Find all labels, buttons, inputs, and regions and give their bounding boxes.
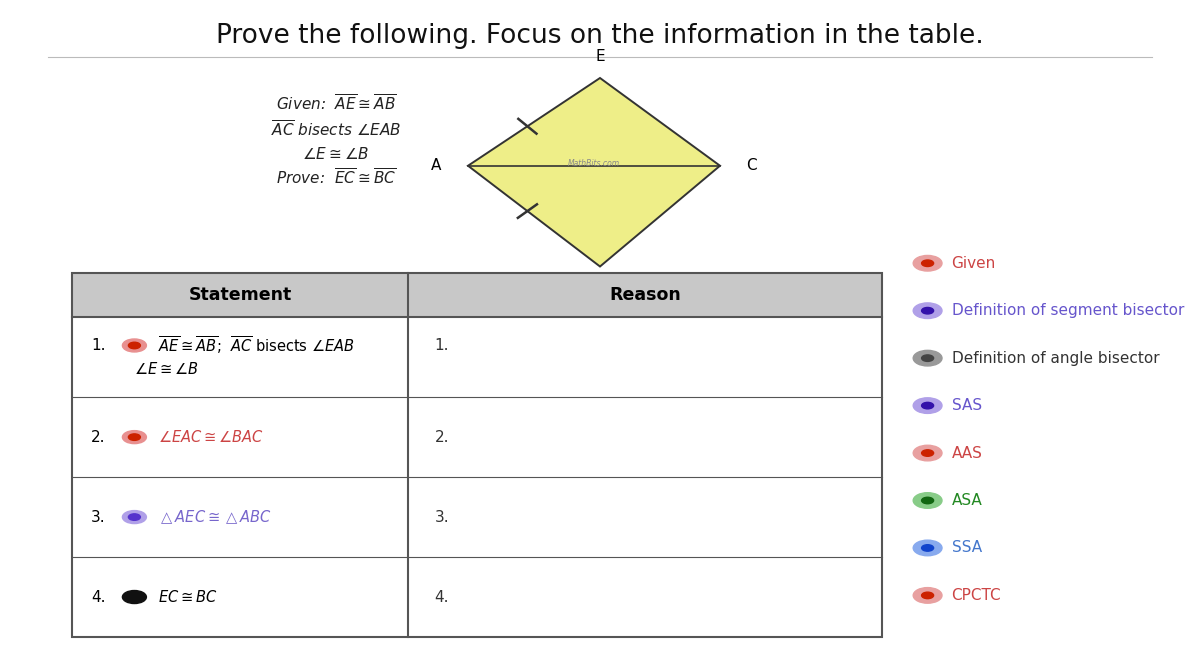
Text: Statement: Statement [188,286,292,304]
Text: Definition of angle bisector: Definition of angle bisector [952,350,1159,366]
Circle shape [922,450,934,456]
Text: $\overline{AC}$ bisects $\angle EAB$: $\overline{AC}$ bisects $\angle EAB$ [271,120,401,140]
Circle shape [913,350,942,366]
Text: 4.: 4. [434,590,449,605]
Text: Definition of segment bisector: Definition of segment bisector [952,303,1184,318]
Circle shape [913,303,942,318]
Circle shape [128,594,140,601]
Text: Prove:  $\overline{EC} \cong \overline{BC}$: Prove: $\overline{EC} \cong \overline{BC… [276,168,396,188]
Text: $EC \cong BC$: $EC \cong BC$ [158,589,218,605]
Text: Given: Given [952,255,996,271]
Text: 3.: 3. [91,510,106,525]
Polygon shape [468,78,720,266]
Circle shape [913,493,942,508]
Text: $\angle E \cong \angle B$: $\angle E \cong \angle B$ [134,361,199,377]
Text: $\overline{AE} \cong \overline{AB}$;  $\overline{AC}$ bisects $\angle EAB$: $\overline{AE} \cong \overline{AB}$; $\o… [158,335,355,356]
Circle shape [122,430,146,443]
Circle shape [913,255,942,271]
Circle shape [122,511,146,524]
Text: 3.: 3. [434,510,449,525]
Circle shape [122,591,146,604]
Text: AAS: AAS [952,445,983,461]
Text: Reason: Reason [610,286,680,304]
Circle shape [913,540,942,556]
Circle shape [922,355,934,361]
Bar [72,273,882,637]
Text: Given:  $\overline{AE} \cong \overline{AB}$: Given: $\overline{AE} \cong \overline{AB… [276,94,396,114]
Text: $\angle E \cong \angle B$: $\angle E \cong \angle B$ [302,146,370,162]
Text: B: B [595,281,605,296]
Text: 4.: 4. [91,590,106,605]
Circle shape [128,342,140,348]
Text: CPCTC: CPCTC [952,588,1001,603]
Text: A: A [431,158,442,174]
Text: SSA: SSA [952,540,982,556]
Text: $\angle EAC \cong \angle BAC$: $\angle EAC \cong \angle BAC$ [158,429,264,445]
Circle shape [922,497,934,504]
Circle shape [913,588,942,603]
Circle shape [913,445,942,461]
Circle shape [122,339,146,352]
Text: Prove the following. Focus on the information in the table.: Prove the following. Focus on the inform… [216,23,984,49]
Circle shape [913,398,942,413]
Circle shape [922,307,934,314]
Bar [72,273,882,637]
Text: MathBits.com: MathBits.com [568,159,620,168]
Text: 2.: 2. [91,430,106,445]
Text: 2.: 2. [434,430,449,445]
Circle shape [128,514,140,521]
Text: $\triangle AEC \cong \triangle ABC$: $\triangle AEC \cong \triangle ABC$ [158,508,272,526]
Text: ASA: ASA [952,493,983,508]
Text: SAS: SAS [952,398,982,413]
Circle shape [922,260,934,266]
Text: 1.: 1. [434,338,449,353]
Circle shape [922,545,934,551]
Bar [72,273,882,317]
Circle shape [128,434,140,441]
Text: E: E [595,49,605,64]
Circle shape [922,402,934,409]
Text: 1.: 1. [91,338,106,353]
Circle shape [922,592,934,599]
Text: C: C [746,158,757,174]
